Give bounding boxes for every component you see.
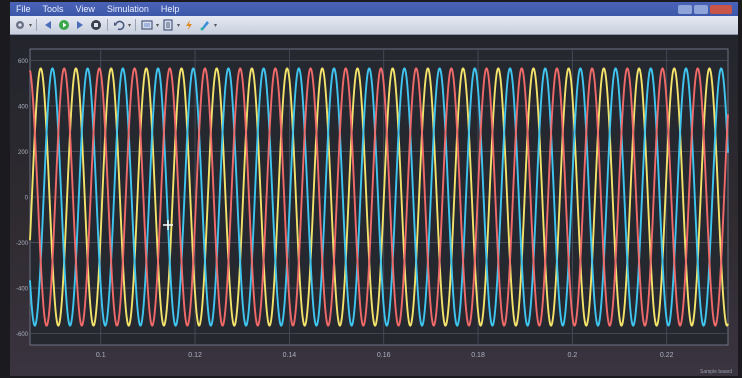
menu-simulation[interactable]: Simulation [106,4,149,14]
y-tick-label: 600 [18,59,29,65]
minimize-button[interactable] [678,4,692,14]
menu-help[interactable]: Help [160,4,180,14]
step-forward-icon[interactable] [74,19,86,31]
series-line-3 [29,67,729,327]
menu-tools[interactable]: Tools [42,4,64,14]
x-tick-label: 0.16 [377,352,391,359]
window-controls [676,4,738,14]
style-dropdown-icon[interactable]: ▾ [213,22,217,29]
scope-window: File Tools View Simulation Help ▾ [10,2,738,376]
style-icon[interactable] [199,19,211,31]
autoscale-icon[interactable] [162,19,174,31]
y-tick-label: -400 [16,287,29,293]
y-tick-label: -200 [16,241,29,247]
zoom-dropdown-icon[interactable]: ▾ [155,22,159,29]
y-tick-label: -600 [16,332,29,338]
zoom-icon[interactable] [141,19,153,31]
close-button[interactable] [710,4,732,14]
x-tick-label: 0.12 [188,352,202,359]
cursor-crosshair-icon [163,220,173,230]
highlight-icon[interactable] [183,19,195,31]
menu-bar: File Tools View Simulation Help [10,2,738,16]
series-line-1 [29,67,729,327]
x-tick-label: 0.14 [283,352,297,359]
autoscale-dropdown-icon[interactable]: ▾ [176,22,180,29]
y-tick-label: 200 [18,150,29,156]
settings-dropdown-icon[interactable]: ▾ [28,22,32,29]
back-icon[interactable] [42,19,54,31]
toolbar-separator [36,19,37,31]
maximize-button[interactable] [694,4,708,14]
toolbar-separator [135,19,136,31]
undo-dropdown-icon[interactable]: ▾ [127,22,131,29]
y-tick-label: 0 [25,196,29,202]
undo-icon[interactable] [113,19,125,31]
x-tick-label: 0.2 [567,352,577,359]
settings-icon[interactable] [14,19,26,31]
x-tick-label: 0.1 [96,352,106,359]
toolbar-separator [107,19,108,31]
run-icon[interactable] [58,19,70,31]
menu-file[interactable]: File [16,4,31,14]
menu-view[interactable]: View [75,4,95,14]
status-text: Sample based [700,369,732,375]
stop-icon[interactable] [90,19,102,31]
waveform-chart: 0.1 0.12 0.14 0.16 0.18 0.2 0.22 -600 -400 -200 0 2… [16,48,729,359]
toolbar: ▾ ▾ ▾ ▾ ▾ [10,16,738,35]
scope-display[interactable]: 0.1 0.12 0.14 0.16 0.18 0.2 0.22 -600 -400 -200 0 2… [10,35,738,376]
x-tick-label: 0.18 [471,352,485,359]
y-tick-label: 400 [18,104,29,110]
x-tick-label: 0.22 [660,352,674,359]
